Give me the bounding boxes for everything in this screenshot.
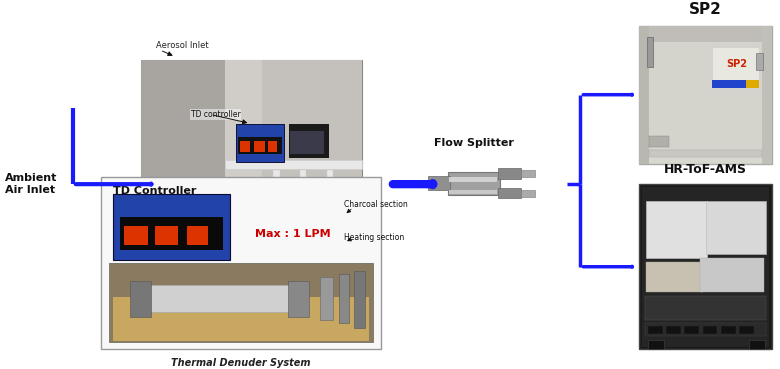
Bar bbox=[449, 190, 497, 194]
Bar bbox=[650, 42, 762, 150]
Text: Charcoal section: Charcoal section bbox=[344, 200, 408, 209]
Bar bbox=[648, 340, 664, 349]
Bar bbox=[269, 224, 353, 228]
Text: Aerosol Inlet: Aerosol Inlet bbox=[156, 41, 209, 50]
Bar bbox=[647, 37, 654, 67]
Bar bbox=[119, 217, 223, 250]
Bar bbox=[703, 326, 718, 334]
Bar bbox=[721, 326, 736, 334]
Bar bbox=[274, 210, 351, 220]
Bar bbox=[746, 80, 759, 88]
Bar bbox=[140, 60, 362, 318]
Bar bbox=[300, 169, 307, 311]
Bar bbox=[112, 297, 369, 341]
Bar bbox=[639, 26, 772, 163]
Bar bbox=[639, 26, 650, 163]
Bar bbox=[647, 262, 703, 292]
Text: Flow Splitter: Flow Splitter bbox=[434, 138, 513, 148]
Bar bbox=[645, 323, 766, 336]
Bar bbox=[650, 150, 762, 156]
Bar bbox=[448, 172, 500, 195]
Bar bbox=[140, 60, 225, 318]
Bar bbox=[712, 46, 759, 88]
Bar bbox=[354, 271, 365, 328]
Text: TD controller: TD controller bbox=[191, 110, 241, 119]
Bar bbox=[148, 284, 293, 312]
Bar bbox=[739, 326, 753, 334]
Bar bbox=[108, 263, 373, 342]
Bar bbox=[112, 194, 230, 260]
Bar bbox=[645, 296, 766, 320]
Bar bbox=[647, 201, 707, 258]
Bar bbox=[124, 226, 147, 245]
Bar bbox=[639, 26, 772, 42]
Text: SP2: SP2 bbox=[726, 59, 746, 69]
Bar bbox=[262, 60, 362, 318]
Bar bbox=[274, 237, 351, 246]
Bar bbox=[254, 141, 265, 152]
Text: SP2: SP2 bbox=[689, 2, 722, 17]
Bar bbox=[642, 187, 769, 346]
Bar bbox=[712, 80, 759, 88]
Text: Heating section: Heating section bbox=[344, 232, 405, 242]
Bar bbox=[639, 184, 772, 349]
Bar bbox=[289, 124, 329, 158]
Bar bbox=[268, 141, 277, 152]
Text: HR-ToF-AMS: HR-ToF-AMS bbox=[664, 163, 747, 176]
Bar bbox=[521, 190, 535, 197]
Bar bbox=[129, 282, 151, 317]
Bar bbox=[269, 190, 353, 194]
Text: Ambient
Air Inlet: Ambient Air Inlet bbox=[5, 173, 58, 195]
Text: TD Controller: TD Controller bbox=[112, 186, 196, 196]
Bar bbox=[289, 282, 310, 317]
Bar bbox=[650, 136, 669, 147]
Text: Thermal Denuder System: Thermal Denuder System bbox=[171, 358, 310, 368]
Bar bbox=[239, 141, 250, 152]
Bar bbox=[225, 160, 362, 169]
Bar bbox=[236, 124, 285, 162]
Bar bbox=[521, 170, 535, 177]
Bar bbox=[290, 131, 324, 155]
Text: Max : 1 LPM: Max : 1 LPM bbox=[255, 229, 331, 239]
Bar bbox=[225, 60, 362, 202]
Bar bbox=[339, 275, 349, 324]
Bar bbox=[498, 168, 521, 179]
Bar bbox=[101, 177, 381, 349]
Bar bbox=[666, 326, 681, 334]
Bar bbox=[327, 169, 333, 311]
Bar bbox=[498, 188, 521, 198]
Bar bbox=[762, 26, 772, 163]
Bar bbox=[700, 258, 764, 292]
Bar bbox=[684, 326, 699, 334]
Bar bbox=[706, 201, 766, 254]
Bar bbox=[757, 54, 763, 70]
Bar bbox=[449, 177, 497, 182]
Bar bbox=[749, 340, 764, 349]
Bar bbox=[274, 169, 280, 311]
Bar bbox=[155, 226, 179, 245]
Bar bbox=[428, 176, 450, 190]
Bar bbox=[320, 277, 333, 320]
Bar bbox=[648, 326, 663, 334]
Bar bbox=[238, 137, 282, 155]
Bar bbox=[186, 226, 207, 245]
